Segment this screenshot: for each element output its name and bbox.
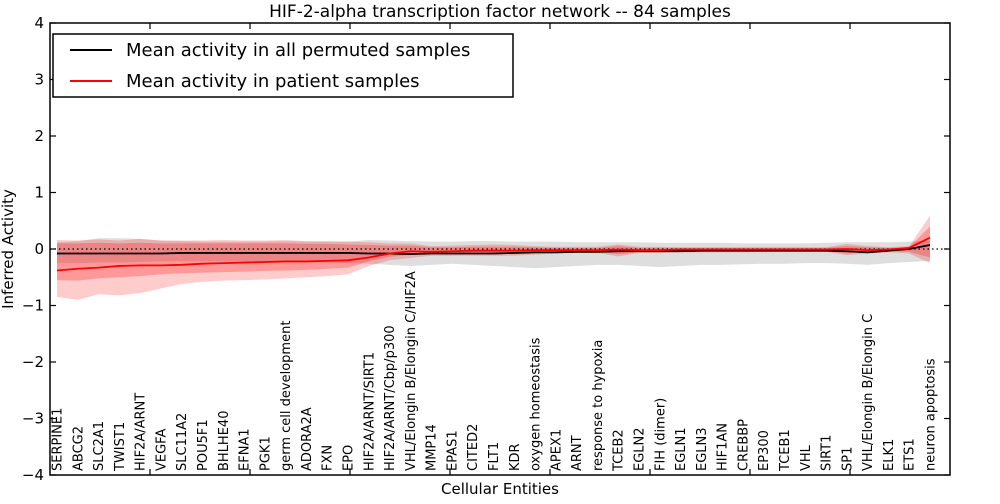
x-tick-label: EGLN1 [674,427,689,471]
x-tick-label: EP300 [757,430,772,471]
x-tick-label: ELK1 [882,439,897,471]
y-tick-label: 4 [34,14,44,32]
x-tick-label: EPO [342,445,357,471]
legend-box [52,33,514,98]
x-tick-label: EGLN3 [695,427,710,471]
y-tick-label: 0 [34,240,44,258]
x-tick-label: EPAS1 [445,430,460,471]
patient-mean-line [56,236,931,272]
x-tick-label: VEGFA [154,429,169,471]
x-tick-label: KDR [508,443,523,471]
x-tick-label: oxygen homeostasis [529,337,544,471]
x-tick-label: APEX1 [549,429,564,471]
x-tick-label: FIH (dimer) [653,398,668,471]
y-tick-label: 1 [34,184,44,202]
x-tick-label: PGK1 [258,436,273,471]
x-tick-label: EGLN2 [633,427,648,471]
y-tick-label: −1 [22,297,44,315]
x-tick-label: SERPINE1 [51,408,66,471]
x-tick-label: MMP14 [425,424,440,471]
x-tick-label: HIF2A/ARNT/Cbp/p300 [383,325,398,471]
plot-area: 4 3 2 1 0 −1 −2 −3 −4 SERPINE1 ABCG2 SLC2A1 TWIST1 HI… [22,14,951,484]
y-tick-label: −3 [22,410,44,428]
legend: Mean activity in all permuted samples Me… [52,33,514,98]
x-tick-label: ARNT [570,435,585,471]
x-tick-label: neuron apoptosis [924,358,939,471]
x-tick-label: POU5F1 [196,419,211,471]
x-axis-label: Cellular Entities [441,480,559,498]
x-tick-label: ADORA2A [300,407,315,471]
x-tick-label: FXN [321,445,336,471]
x-tick-label: SLC2A1 [92,421,107,471]
x-tick-label: HIF2A/ARNT/SIRT1 [362,352,377,471]
x-tick-label: HIF2A/ARNT [134,393,149,471]
x-tick-label: EFNA1 [238,428,253,471]
x-tick-label: SP1 [840,447,855,471]
x-tick-label: VHL [799,444,814,471]
y-tick-label: 3 [34,71,44,89]
x-tick-label: ABCG2 [71,426,86,471]
y-tick-label: −4 [22,466,44,484]
permuted-mean-line [57,244,931,255]
x-tick-label: SIRT1 [820,435,835,471]
x-tick-label: VHL/Elongin B/Elongin C [861,314,876,471]
patient-spread-band-outer [57,215,930,300]
x-tick-label: germ cell development [279,321,294,471]
y-tick-label: 2 [34,127,44,145]
x-tick-label: CITED2 [466,424,481,471]
chart-title: HIF-2-alpha transcription factor network… [269,2,731,22]
x-tick-label: CREBBP [736,419,751,471]
x-tick-label: ETS1 [903,438,918,471]
x-tick-label: FLT1 [487,442,502,471]
x-tick-label: HIF1AN [716,423,731,471]
legend-label-patient: Mean activity in patient samples [126,71,420,92]
y-axis-label: Inferred Activity [0,189,17,309]
y-tick-label: −2 [22,353,44,371]
x-tick-label: BHLHE40 [217,411,232,471]
x-tick-label: TCEB1 [778,429,793,472]
x-tick-label: SLC11A2 [175,413,190,471]
x-tick-label: TWIST1 [113,422,128,472]
x-tick-label: VHL/Elongin B/Elongin C/HIF2A [404,271,419,471]
x-tick-label: response to hypoxia [591,340,606,471]
legend-label-permuted: Mean activity in all permuted samples [126,40,470,61]
x-tick-label: TCEB2 [612,429,627,472]
